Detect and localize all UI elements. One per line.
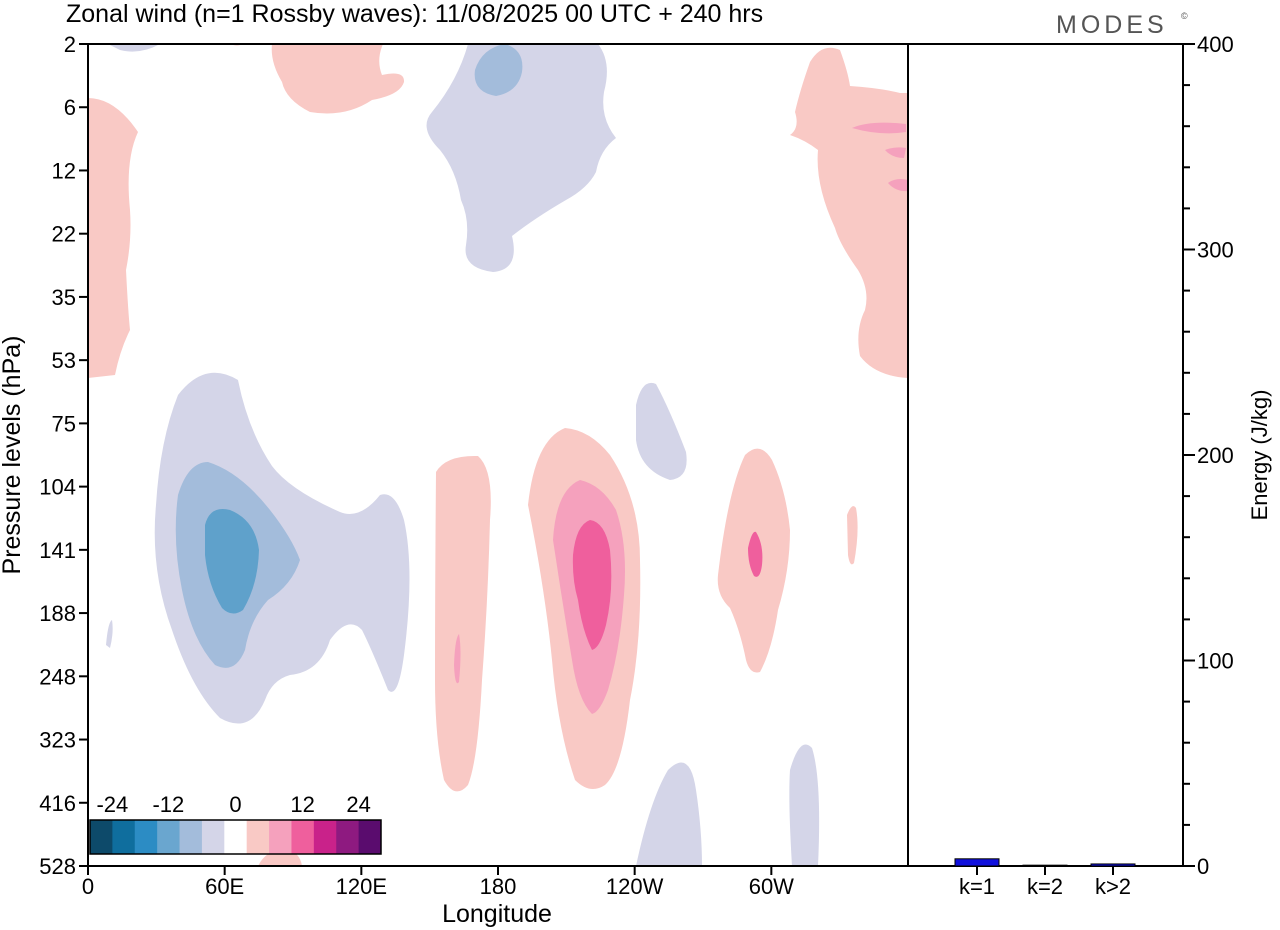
y-tick-label: 6	[64, 95, 76, 120]
y-tick-label: 248	[39, 664, 76, 689]
contour-pos-upper-left	[88, 98, 138, 378]
energy-axis-title: Energy (J/kg)	[1247, 390, 1272, 521]
colorbar-swatch	[90, 820, 113, 854]
energy-bar	[955, 859, 999, 866]
x-tick-label: 0	[82, 874, 94, 899]
colorbar-swatch	[291, 820, 314, 854]
y-axis-title: Pressure levels (hPa)	[0, 336, 26, 575]
colorbar-swatch	[247, 820, 270, 854]
logo-copyright-mark: ©	[1181, 11, 1188, 21]
y-axis: 2 6 12 22 35 53 75 104 141 188 248 323 416 528	[39, 32, 88, 879]
y-tick-label: 528	[39, 854, 76, 879]
y-tick-label: 104	[39, 475, 76, 500]
energy-tick-label: 400	[1197, 32, 1234, 57]
x-tick-label: 180	[480, 874, 517, 899]
energy-category-label: k=1	[959, 874, 995, 899]
colorbar-tick-label: 12	[290, 792, 314, 817]
x-axis-title: Longitude	[442, 900, 552, 928]
contour-pos-upper-mid	[272, 44, 404, 114]
chart-title: Zonal wind (n=1 Rossby waves): 11/08/202…	[66, 0, 763, 28]
contour-neg-bottom-2	[789, 744, 819, 866]
colorbar-swatch	[336, 820, 359, 854]
contour-pos-narrow	[847, 506, 858, 564]
energy-tick-label: 100	[1197, 649, 1234, 674]
modes-logo: MODES	[1056, 11, 1168, 39]
contour-neg-blob-120w	[636, 383, 687, 480]
energy-tick-label: 0	[1197, 854, 1209, 879]
energy-tick-label: 300	[1197, 238, 1234, 263]
x-tick-label: 120E	[336, 874, 387, 899]
y-tick-label: 416	[39, 791, 76, 816]
y-tick-label: 53	[52, 348, 76, 373]
energy-bar-panel: 0 100 200 300 400 k=1 k=2 k>2	[955, 32, 1234, 899]
colorbar-swatch	[202, 820, 225, 854]
y-tick-label: 12	[52, 158, 76, 183]
contour-pos-bar-180w	[435, 456, 491, 791]
contour-neg-dot	[106, 620, 113, 648]
energy-tick-label: 200	[1197, 443, 1234, 468]
y-tick-label: 188	[39, 601, 76, 626]
figure: Zonal wind (n=1 Rossby waves): 11/08/202…	[0, 0, 1280, 930]
y-tick-label: 2	[64, 32, 76, 57]
energy-bar	[1023, 865, 1067, 866]
x-axis: 0 60E 120E 180 120W 60W	[82, 866, 794, 899]
colorbar-swatch	[314, 820, 337, 854]
y-tick-label: 141	[39, 538, 76, 563]
colorbar-swatch	[359, 820, 382, 854]
contour-field	[88, 44, 908, 866]
colorbar-swatch	[269, 820, 292, 854]
contour-pos-upper-right	[790, 48, 908, 378]
colorbar-swatch	[112, 820, 135, 854]
colorbar-tick-label: 24	[346, 792, 370, 817]
x-tick-label: 60W	[749, 874, 794, 899]
colorbar-tick-label: -12	[152, 792, 184, 817]
y-tick-label: 75	[52, 411, 76, 436]
contour-neg-upper-dateline	[427, 44, 616, 272]
colorbar-swatch	[157, 820, 180, 854]
energy-category-label: k=2	[1027, 874, 1063, 899]
x-tick-label: 120W	[606, 874, 664, 899]
colorbar-tick-label: -24	[96, 792, 128, 817]
colorbar-swatch	[135, 820, 158, 854]
energy-bar	[1091, 864, 1135, 866]
y-tick-label: 22	[52, 222, 76, 247]
x-tick-label: 60E	[205, 874, 244, 899]
y-tick-label: 323	[39, 728, 76, 753]
energy-category-label: k>2	[1095, 874, 1131, 899]
colorbar-swatch	[180, 820, 203, 854]
y-tick-label: 35	[52, 285, 76, 310]
colorbar-tick-label: 0	[229, 792, 241, 817]
contour-neg-top-left	[108, 44, 160, 52]
colorbar-swatch	[224, 820, 247, 854]
colorbar: -24 -12 0 12 24	[90, 792, 382, 854]
contour-neg-bottom-1	[636, 762, 702, 866]
